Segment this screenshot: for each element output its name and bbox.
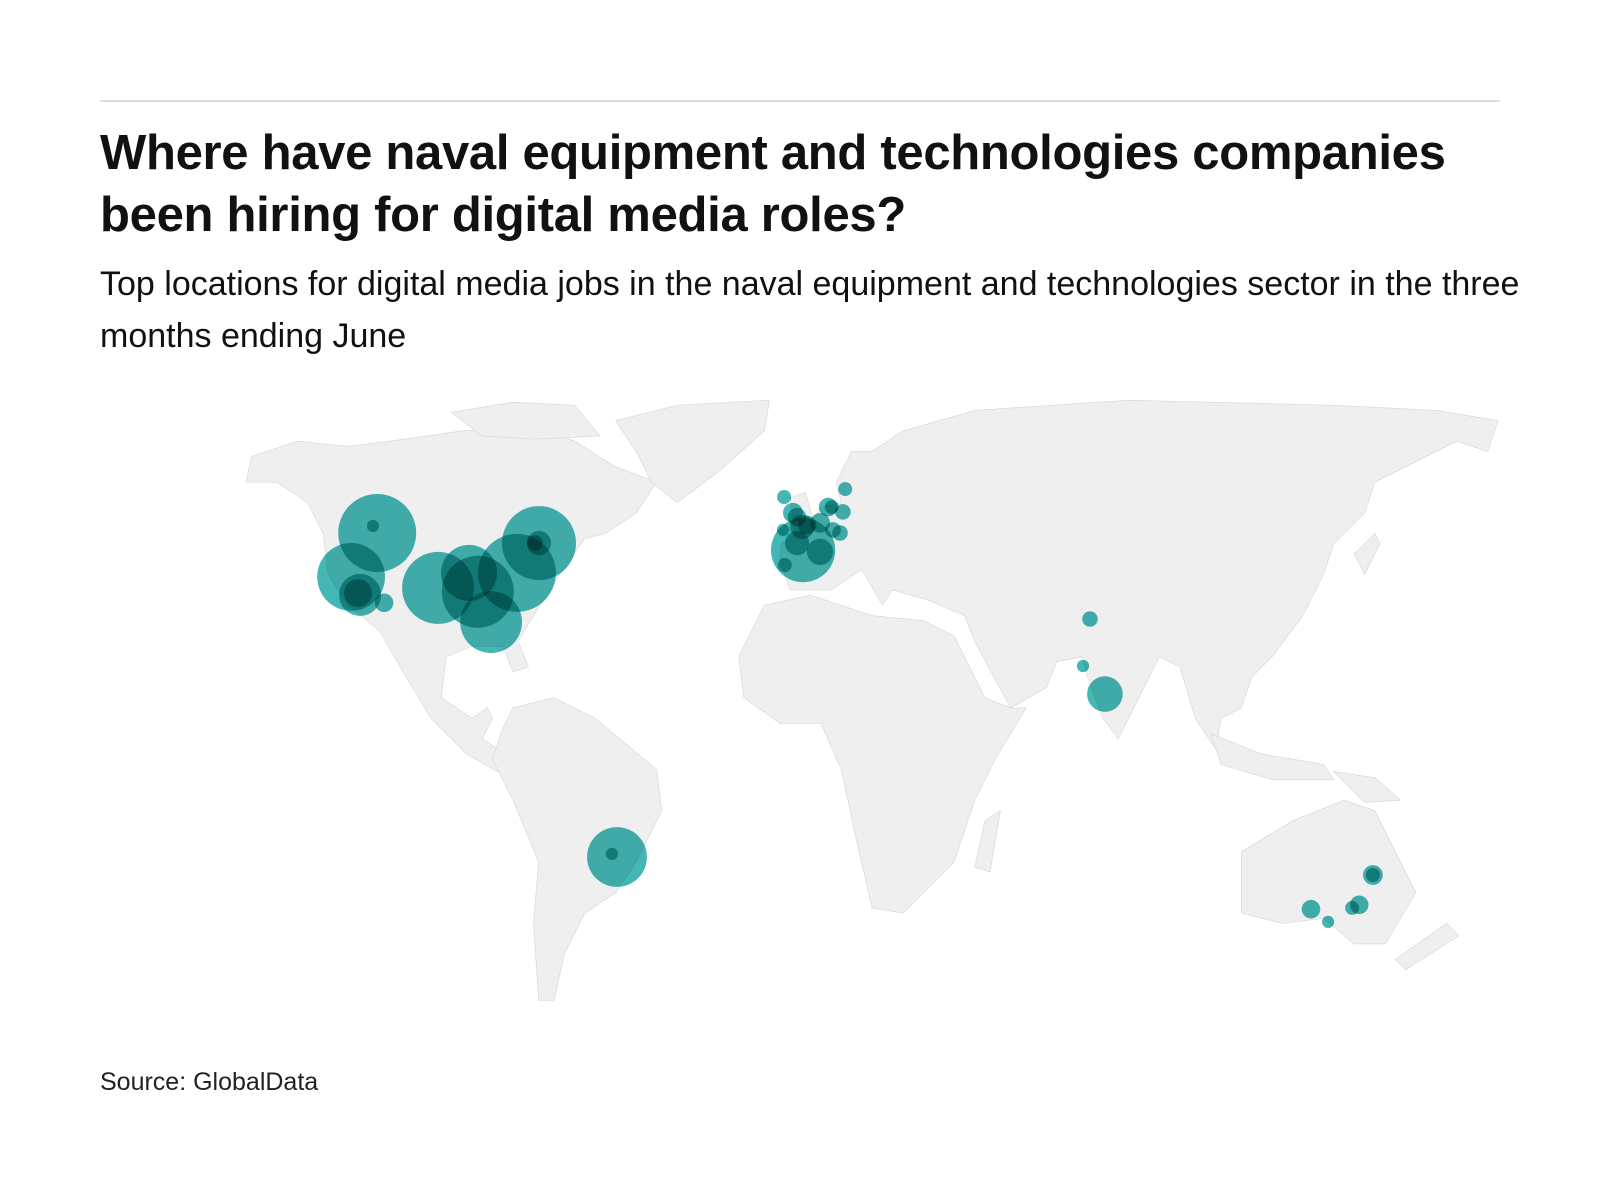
land-arctic-islands <box>450 401 601 440</box>
land-australia <box>1241 799 1417 945</box>
land-south-america <box>492 697 663 1001</box>
location-bubble <box>374 593 394 613</box>
location-bubble <box>1301 899 1321 919</box>
location-bubble <box>1365 868 1380 882</box>
top-divider <box>100 100 1500 102</box>
bubble-layer <box>317 482 1383 929</box>
location-bubble <box>366 519 380 533</box>
location-bubble <box>1082 611 1098 627</box>
location-bubble <box>806 538 834 566</box>
location-bubble <box>344 579 372 608</box>
location-bubble <box>441 544 497 601</box>
location-bubble <box>776 523 790 537</box>
location-bubble <box>605 847 619 861</box>
location-bubble <box>1076 659 1090 673</box>
land-madagascar <box>974 809 1001 873</box>
source-note: Source: GlobalData <box>100 1068 319 1096</box>
chart-title: Where have naval equipment and technolog… <box>100 126 1446 242</box>
location-bubble <box>838 482 853 497</box>
land-new-guinea <box>1332 771 1402 803</box>
land-africa <box>738 594 1027 914</box>
land-greenland <box>615 399 770 504</box>
location-bubble <box>460 591 522 653</box>
location-bubble <box>1345 900 1360 915</box>
location-bubble <box>1087 676 1123 712</box>
location-bubble <box>1322 915 1335 929</box>
location-bubble <box>777 558 792 572</box>
location-bubble <box>797 515 817 535</box>
land-eurasia <box>779 399 1499 750</box>
location-bubble <box>777 490 792 504</box>
location-bubble <box>832 525 848 541</box>
chart-subtitle: Top locations for digital media jobs in … <box>100 265 1520 355</box>
land-indonesia <box>1210 733 1335 781</box>
location-bubble <box>527 535 543 551</box>
location-bubble <box>824 500 839 515</box>
land-new-zealand <box>1394 922 1460 970</box>
location-bubble <box>835 504 851 520</box>
location-bubble <box>785 531 810 556</box>
land-japan <box>1353 533 1381 576</box>
